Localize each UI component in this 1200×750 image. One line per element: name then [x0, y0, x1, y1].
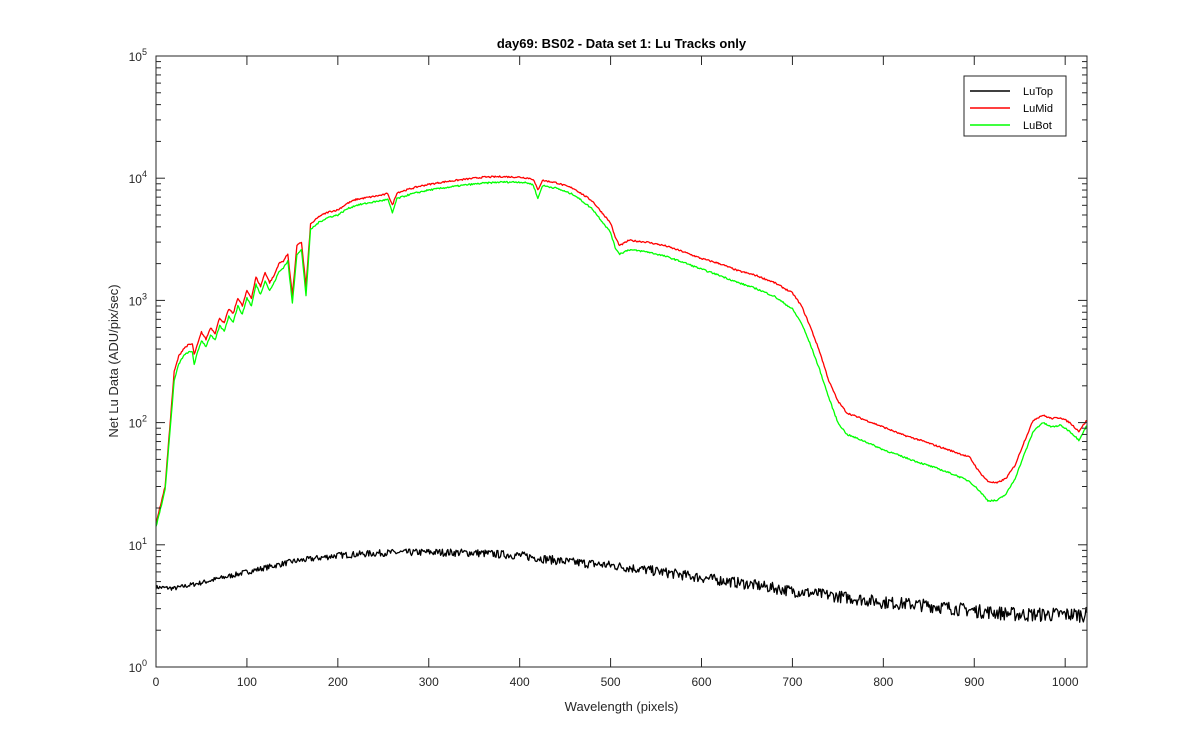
series-layer	[155, 175, 1088, 623]
y-axis-label: Net Lu Data (ADU/pix/sec)	[106, 284, 121, 437]
plot-box	[155, 55, 1088, 668]
x-tick-label: 0	[153, 675, 160, 689]
legend-label-lutop: LuTop	[1023, 86, 1053, 98]
x-tick-label: 600	[691, 675, 711, 689]
x-tick-label: 1000	[1052, 675, 1079, 689]
legend-label-lumid: LuMid	[1023, 103, 1053, 115]
legend-box	[963, 75, 1067, 137]
chart-title: day69: BS02 - Data set 1: Lu Tracks only	[497, 36, 747, 51]
legend-label-lubot: LuBot	[1023, 120, 1052, 132]
series-line-lubot	[155, 180, 1088, 527]
series-line-lutop	[155, 548, 1088, 623]
x-tick-label: 300	[419, 675, 439, 689]
x-axis-label: Wavelength (pixels)	[565, 699, 679, 714]
y-tick-label: 104	[129, 169, 147, 186]
x-tick-label: 100	[237, 675, 257, 689]
y-tick-label: 100	[129, 658, 147, 675]
x-tick-label: 700	[782, 675, 802, 689]
x-tick-label: 400	[510, 675, 530, 689]
legend: LuTop LuMid LuBot	[963, 75, 1067, 137]
x-tick-label: 200	[328, 675, 348, 689]
y-tick-label: 105	[129, 47, 147, 64]
y-tick-label: 102	[129, 414, 147, 431]
tick-layer: 0 100 200 300 400 500 600 700 800 900 1000 100 101 10…	[129, 47, 1087, 689]
x-tick-label: 900	[964, 675, 984, 689]
y-tick-label: 103	[129, 291, 147, 308]
plot-area	[156, 56, 1087, 667]
x-tick-label: 800	[873, 675, 893, 689]
y-tick-label: 101	[129, 536, 147, 553]
x-tick-label: 500	[601, 675, 621, 689]
series-line-lumid	[155, 175, 1088, 524]
